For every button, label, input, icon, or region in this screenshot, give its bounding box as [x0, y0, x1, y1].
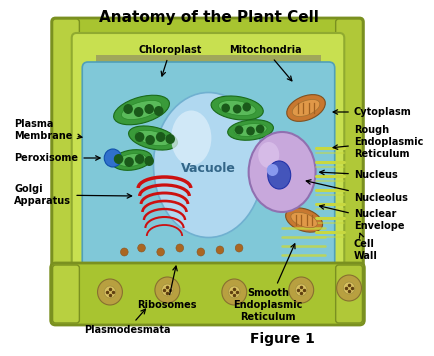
Bar: [95, 55, 321, 69]
Circle shape: [135, 132, 144, 142]
Ellipse shape: [233, 124, 266, 136]
Ellipse shape: [218, 100, 255, 116]
Circle shape: [157, 248, 164, 256]
Circle shape: [216, 246, 223, 254]
Circle shape: [336, 275, 361, 301]
FancyBboxPatch shape: [72, 33, 343, 276]
Ellipse shape: [248, 132, 315, 212]
Circle shape: [145, 135, 155, 145]
FancyBboxPatch shape: [51, 263, 364, 325]
Circle shape: [154, 106, 163, 116]
Circle shape: [342, 282, 354, 294]
Text: Chloroplast: Chloroplast: [138, 45, 201, 76]
Circle shape: [135, 154, 144, 164]
Ellipse shape: [153, 93, 263, 237]
Circle shape: [228, 286, 240, 298]
Text: Nucleolus: Nucleolus: [306, 180, 407, 203]
Ellipse shape: [286, 95, 325, 121]
FancyBboxPatch shape: [335, 19, 362, 290]
Circle shape: [144, 104, 154, 114]
Ellipse shape: [171, 110, 211, 166]
Ellipse shape: [135, 130, 170, 146]
Circle shape: [144, 156, 154, 166]
Circle shape: [123, 104, 133, 114]
Text: Peroxisome: Peroxisome: [14, 153, 100, 163]
Circle shape: [155, 132, 165, 142]
Ellipse shape: [113, 95, 169, 125]
Ellipse shape: [128, 126, 177, 150]
Text: Anatomy of the Plant Cell: Anatomy of the Plant Cell: [99, 10, 318, 25]
FancyBboxPatch shape: [53, 265, 79, 323]
Text: Vacuole: Vacuole: [181, 162, 235, 174]
Text: Ribosomes: Ribosomes: [137, 266, 197, 310]
Circle shape: [221, 279, 246, 305]
FancyBboxPatch shape: [82, 62, 334, 270]
Circle shape: [295, 284, 306, 296]
Circle shape: [97, 279, 122, 305]
Circle shape: [235, 244, 242, 252]
Text: Golgi
Apparatus: Golgi Apparatus: [14, 184, 132, 206]
Ellipse shape: [267, 161, 290, 189]
Circle shape: [165, 134, 174, 144]
Text: Figure 1: Figure 1: [249, 332, 314, 346]
Circle shape: [197, 248, 204, 256]
Text: Plasma
Membrane: Plasma Membrane: [14, 119, 82, 141]
Text: Plasmodesmata: Plasmodesmata: [84, 309, 170, 335]
Text: Nuclear
Envelope: Nuclear Envelope: [319, 205, 404, 231]
Circle shape: [234, 126, 243, 135]
Ellipse shape: [112, 150, 151, 170]
Circle shape: [120, 248, 128, 256]
Circle shape: [255, 125, 264, 134]
Ellipse shape: [117, 153, 146, 167]
FancyBboxPatch shape: [52, 18, 362, 291]
Text: Smooth
Endoplasmic
Reticulum: Smooth Endoplasmic Reticulum: [233, 244, 302, 321]
Circle shape: [288, 277, 313, 303]
Text: Cytoplasm: Cytoplasm: [332, 107, 411, 117]
Circle shape: [114, 154, 123, 164]
Circle shape: [124, 157, 134, 167]
Text: Mitochondria: Mitochondria: [229, 45, 302, 81]
Circle shape: [242, 103, 250, 111]
Text: Nucleus: Nucleus: [319, 170, 397, 180]
Circle shape: [266, 164, 278, 176]
Circle shape: [176, 244, 183, 252]
Circle shape: [104, 149, 121, 167]
Ellipse shape: [290, 212, 317, 228]
Circle shape: [232, 105, 241, 114]
Text: Cell
Wall: Cell Wall: [353, 233, 377, 261]
Circle shape: [221, 104, 230, 112]
Ellipse shape: [285, 208, 322, 232]
Circle shape: [161, 284, 173, 296]
Ellipse shape: [210, 96, 263, 120]
Ellipse shape: [258, 142, 279, 168]
Circle shape: [134, 107, 143, 117]
Ellipse shape: [121, 100, 161, 120]
Ellipse shape: [292, 99, 319, 116]
FancyBboxPatch shape: [335, 265, 362, 323]
Text: Rough
Endoplasmic
Reticulum: Rough Endoplasmic Reticulum: [332, 125, 422, 159]
Ellipse shape: [227, 120, 273, 140]
Circle shape: [138, 244, 145, 252]
FancyBboxPatch shape: [53, 19, 79, 290]
Circle shape: [155, 277, 179, 303]
Circle shape: [104, 286, 115, 298]
Circle shape: [246, 126, 254, 136]
